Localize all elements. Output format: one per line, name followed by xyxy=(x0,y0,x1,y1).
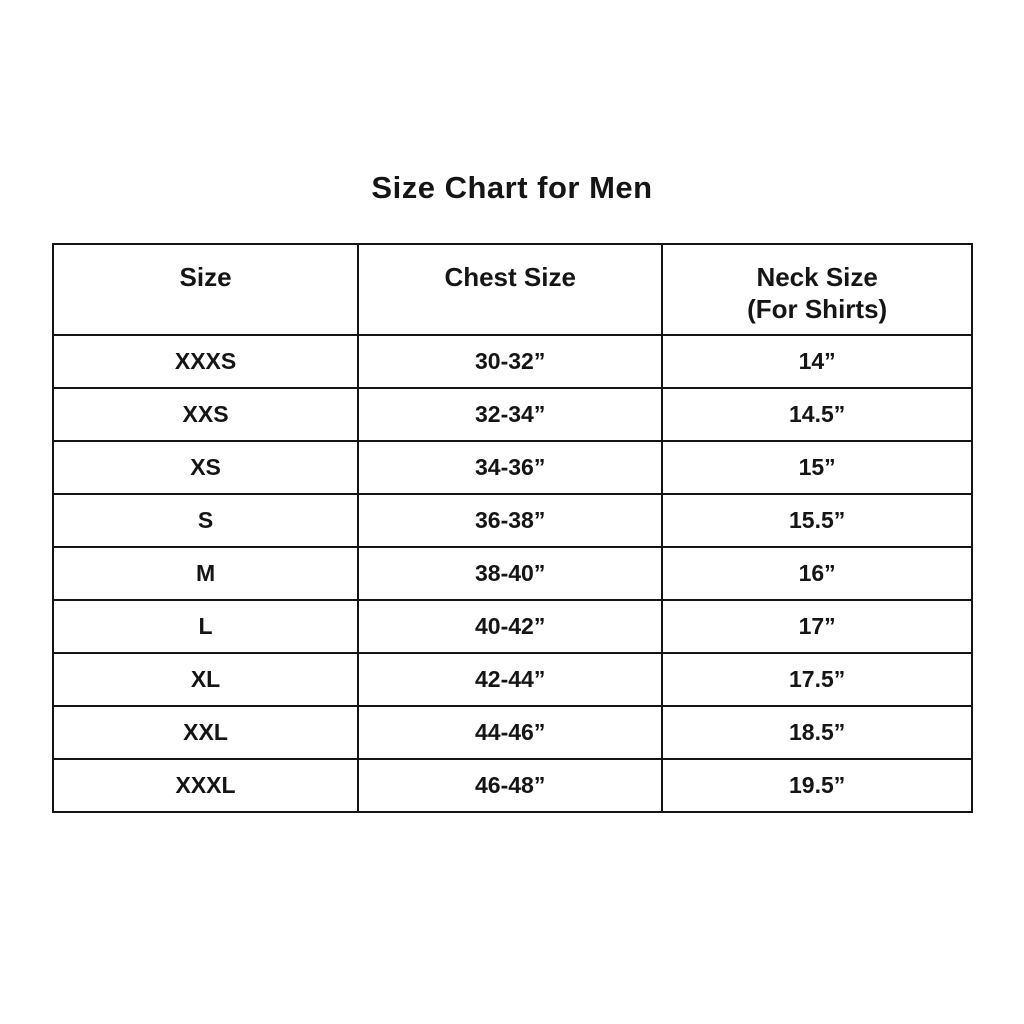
column-header-neck-size: Neck Size (For Shirts) xyxy=(661,243,973,336)
size-cell: XXXL xyxy=(51,758,360,813)
chest-cell: 46-48” xyxy=(357,758,664,813)
size-cell: XL xyxy=(51,652,360,707)
table-row: XL 42-44” 17.5” xyxy=(51,652,973,707)
size-cell: M xyxy=(51,546,360,601)
size-cell: XXL xyxy=(51,705,360,760)
size-chart-table: Size Chest Size Neck Size (For Shirts) X… xyxy=(51,243,973,813)
column-header-size: Size xyxy=(51,243,360,336)
size-cell: L xyxy=(51,599,360,654)
table-row: XXXS 30-32” 14” xyxy=(51,334,973,389)
size-cell: XS xyxy=(51,440,360,495)
neck-cell: 15.5” xyxy=(661,493,973,548)
neck-cell: 18.5” xyxy=(661,705,973,760)
chest-cell: 44-46” xyxy=(357,705,664,760)
chest-cell: 36-38” xyxy=(357,493,664,548)
table-row: L 40-42” 17” xyxy=(51,599,973,654)
table-row: M 38-40” 16” xyxy=(51,546,973,601)
table-row: XS 34-36” 15” xyxy=(51,440,973,495)
size-cell: XXXS xyxy=(51,334,360,389)
chest-cell: 34-36” xyxy=(357,440,664,495)
column-header-size-label: Size xyxy=(179,262,232,292)
column-header-chest-size-label: Chest Size xyxy=(444,262,576,292)
neck-cell: 14” xyxy=(661,334,973,389)
neck-cell: 16” xyxy=(661,546,973,601)
neck-cell: 17.5” xyxy=(661,652,973,707)
chest-cell: 30-32” xyxy=(357,334,664,389)
size-cell: XXS xyxy=(51,387,360,442)
page-title: Size Chart for Men xyxy=(371,170,653,205)
neck-cell: 15” xyxy=(661,440,973,495)
table-row: XXL 44-46” 18.5” xyxy=(51,705,973,760)
size-cell: S xyxy=(51,493,360,548)
chest-cell: 32-34” xyxy=(357,387,664,442)
chest-cell: 40-42” xyxy=(357,599,664,654)
table-row: XXS 32-34” 14.5” xyxy=(51,387,973,442)
table-header-row: Size Chest Size Neck Size (For Shirts) xyxy=(51,243,973,336)
neck-cell: 19.5” xyxy=(661,758,973,813)
column-header-neck-size-label: Neck Size xyxy=(756,262,878,292)
table-row: S 36-38” 15.5” xyxy=(51,493,973,548)
neck-cell: 17” xyxy=(661,599,973,654)
neck-cell: 14.5” xyxy=(661,387,973,442)
chest-cell: 42-44” xyxy=(357,652,664,707)
table-row: XXXL 46-48” 19.5” xyxy=(51,758,973,813)
chest-cell: 38-40” xyxy=(357,546,664,601)
column-header-chest-size: Chest Size xyxy=(357,243,664,336)
column-header-neck-size-sublabel: (For Shirts) xyxy=(747,294,888,324)
